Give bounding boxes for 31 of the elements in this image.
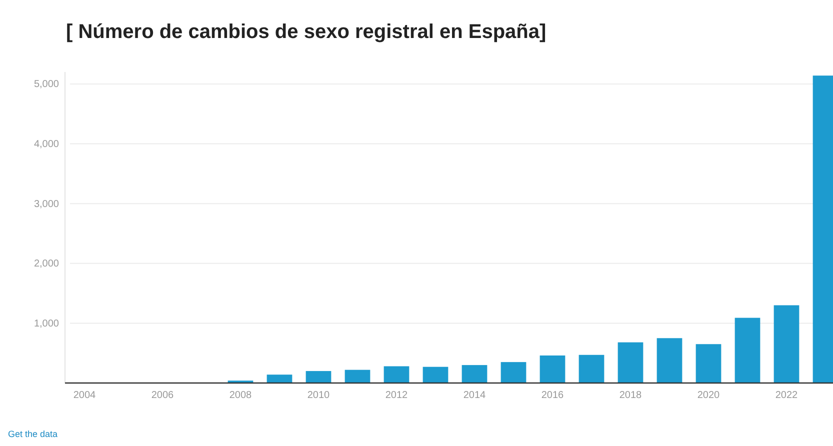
y-tick-label: 4,000 (34, 138, 60, 150)
x-tick-label: 2014 (463, 390, 486, 402)
bar (734, 318, 760, 383)
x-tick-label: 2008 (229, 390, 252, 402)
y-tick-label: 1,000 (34, 318, 60, 330)
bar (384, 366, 410, 383)
bar (422, 366, 448, 383)
bar (344, 370, 370, 383)
x-tick-label: 2016 (541, 390, 564, 402)
x-tick-label: 2018 (619, 390, 642, 402)
y-tick-label: 2,000 (34, 258, 60, 270)
bar (696, 344, 722, 383)
x-tick-label: 2004 (73, 390, 96, 402)
bar (266, 374, 292, 383)
y-tick-label: 3,000 (34, 198, 60, 210)
x-tick-label: 2006 (151, 390, 174, 402)
bar (578, 354, 604, 383)
y-tick-label: 5,000 (34, 79, 60, 90)
bar (500, 362, 526, 383)
bar (618, 342, 644, 383)
x-tick-label: 2010 (307, 390, 330, 402)
bar (540, 355, 566, 383)
bar (306, 371, 332, 383)
bar (462, 365, 488, 383)
chart-title: [ Número de cambios de sexo registral en España] (66, 21, 546, 43)
text: Get the data (8, 429, 58, 439)
bar (656, 338, 682, 383)
x-tick-label: 2020 (697, 390, 720, 402)
x-tick-label: 2012 (385, 390, 408, 402)
x-tick-label: 2022 (775, 390, 798, 402)
bar (774, 305, 800, 383)
